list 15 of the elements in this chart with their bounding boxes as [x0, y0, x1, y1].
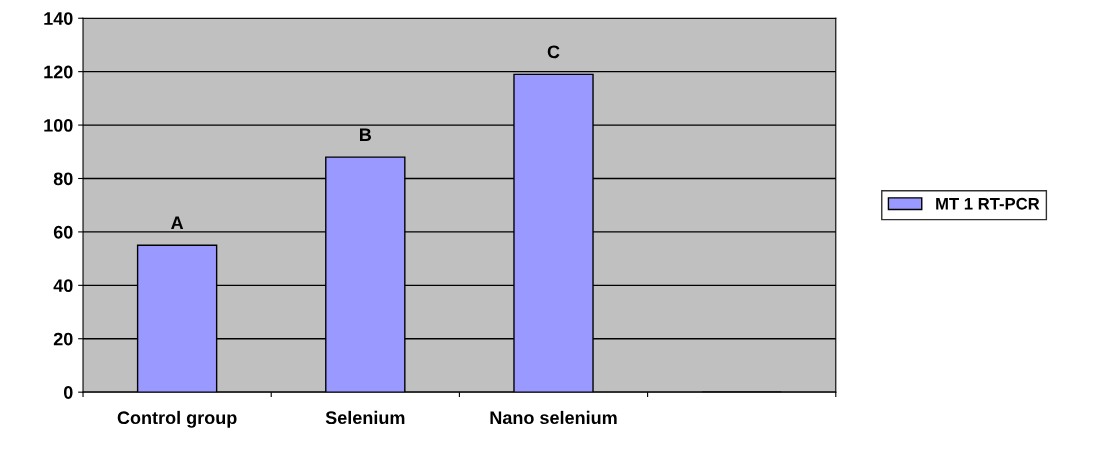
y-tick-label: 140 [44, 12, 73, 25]
x-tick-label: Selenium [325, 410, 405, 425]
y-tick-label: 0 [63, 386, 73, 399]
y-tick-label: 100 [44, 119, 73, 132]
annotation: B [360, 128, 372, 141]
y-tick-label: 80 [53, 172, 73, 186]
y-tick-label: 120 [44, 65, 73, 79]
legend-label: MT 1 RT-PCR [936, 197, 1040, 210]
y-tick-label: 60 [53, 225, 73, 239]
annotation: A [171, 216, 184, 230]
y-tick-label: 40 [53, 279, 73, 293]
x-tick-label: Control group [117, 410, 237, 428]
x-tick-label: Nano selenium [490, 410, 617, 425]
y-tick-label: 20 [53, 332, 73, 346]
annotation: C [547, 45, 560, 59]
